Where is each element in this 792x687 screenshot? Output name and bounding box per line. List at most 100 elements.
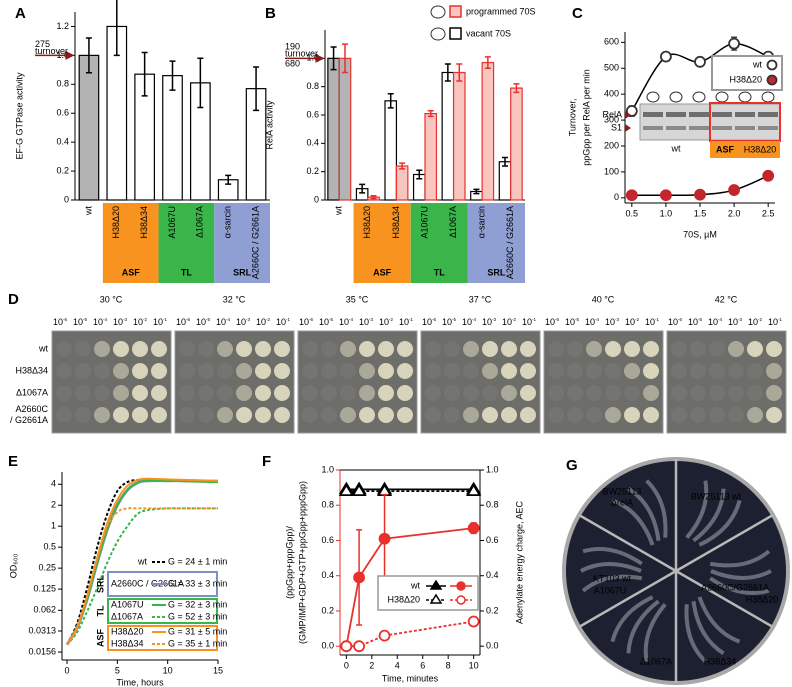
- legend-label: wt: [752, 59, 762, 69]
- y-tick-label: 0.4: [486, 570, 499, 580]
- colony-streak: [626, 599, 660, 654]
- dilution-exponent: -2: [512, 317, 516, 322]
- dilution-label: 10-2: [748, 317, 763, 327]
- legend-marker: [456, 581, 466, 591]
- panel-label: D: [8, 291, 19, 308]
- x-tick-label: 6: [420, 660, 425, 670]
- ribosome-icon: [669, 91, 683, 103]
- spot: [217, 407, 233, 423]
- ribosome-icon: [715, 91, 729, 103]
- dilution-label: 10-3: [728, 317, 743, 327]
- x-tick-label: H38Δ20: [111, 206, 121, 239]
- dilution-exponent: -5: [575, 317, 579, 322]
- spot: [255, 363, 271, 379]
- x-tick-label: 0: [344, 660, 349, 670]
- error-bar: [416, 169, 423, 180]
- legend-group-label: TL: [95, 605, 105, 616]
- dilution-exponent: -1: [409, 317, 413, 322]
- dilution-exponent: -1: [163, 317, 167, 322]
- y-tick-label: 100: [604, 166, 619, 176]
- dilution-exponent: -1: [655, 317, 659, 322]
- spot: [709, 385, 725, 401]
- dilution-exponent: -3: [615, 317, 619, 322]
- dilution-label: 10-1: [645, 317, 660, 327]
- spot: [151, 341, 167, 357]
- dilution-exponent: -2: [266, 317, 270, 322]
- dilution-label: 10-6: [422, 317, 437, 327]
- x-tick-label: 5: [115, 665, 120, 675]
- colony-streak: [581, 574, 643, 593]
- legend-label: A1067U: [111, 599, 144, 609]
- dilution-base: 10: [53, 317, 63, 327]
- spot: [179, 363, 195, 379]
- dilution-base: 10: [133, 317, 143, 327]
- spot: [321, 407, 337, 423]
- spot: [482, 341, 498, 357]
- x-tick-label: 2: [369, 660, 374, 670]
- dilution-exponent: -4: [226, 317, 230, 322]
- spot: [766, 407, 782, 423]
- legend-label: A2660C / G2661A: [111, 578, 184, 588]
- spot: [425, 407, 441, 423]
- group-box: [353, 203, 411, 283]
- ribosome-icon: [692, 91, 706, 103]
- point: [625, 105, 638, 117]
- y-tick-label: 0.4: [306, 138, 319, 148]
- legend-label: H38Δ20: [387, 594, 420, 604]
- dilution-label: 10-4: [462, 317, 477, 327]
- colony-streak: [692, 488, 726, 543]
- dilution-base: 10: [153, 317, 163, 327]
- spot: [217, 363, 233, 379]
- x-axis-label: 70S, µM: [683, 229, 717, 239]
- point: [378, 532, 391, 545]
- spot: [501, 363, 517, 379]
- y-tick-label: 300: [604, 114, 619, 124]
- strain-label: A1067U: [594, 585, 627, 595]
- spot: [567, 363, 583, 379]
- dilution-base: 10: [379, 317, 389, 327]
- spot: [151, 363, 167, 379]
- gel-band: [758, 112, 778, 117]
- x-axis-label: Time, minutes: [382, 673, 439, 683]
- spot: [671, 363, 687, 379]
- spot: [236, 407, 252, 423]
- y-tick-label: 4: [51, 479, 56, 489]
- spot: [766, 385, 782, 401]
- dilution-base: 10: [236, 317, 246, 327]
- gel-band: [712, 126, 732, 130]
- gel-band: [758, 126, 778, 130]
- y-tick-label: 0: [314, 194, 319, 204]
- spot: [217, 341, 233, 357]
- spot: [255, 407, 271, 423]
- strain-label: A2660C: [15, 404, 48, 414]
- temperature-label: 30 °C: [100, 294, 123, 304]
- spot: [766, 341, 782, 357]
- legend-label: programmed 70S: [466, 6, 536, 16]
- spot: [198, 363, 214, 379]
- legend-swatch: [449, 5, 462, 18]
- spot: [463, 341, 479, 357]
- series-line: [346, 620, 474, 648]
- spot: [690, 341, 706, 357]
- legend-doubling: G = 35 ± 1 min: [168, 638, 227, 648]
- gel-band-label: RelA: [602, 109, 622, 119]
- legend-marker: [456, 595, 466, 605]
- spot: [624, 363, 640, 379]
- point: [338, 483, 354, 497]
- bar: [395, 165, 409, 201]
- legend-marker: [766, 59, 778, 71]
- spot: [548, 341, 564, 357]
- colony-streak: [582, 547, 643, 566]
- dilution-base: 10: [276, 317, 286, 327]
- spot: [151, 385, 167, 401]
- y-tick-label: 0.25: [38, 563, 56, 573]
- spot: [217, 385, 233, 401]
- gel-group-label: ASF: [716, 144, 735, 154]
- annotation-value: 275: [35, 39, 50, 49]
- error-bar: [197, 57, 204, 109]
- spot: [113, 341, 129, 357]
- dilution-label: 10-2: [625, 317, 640, 327]
- spot: [236, 363, 252, 379]
- dilution-exponent: -4: [595, 317, 599, 322]
- spot: [274, 407, 290, 423]
